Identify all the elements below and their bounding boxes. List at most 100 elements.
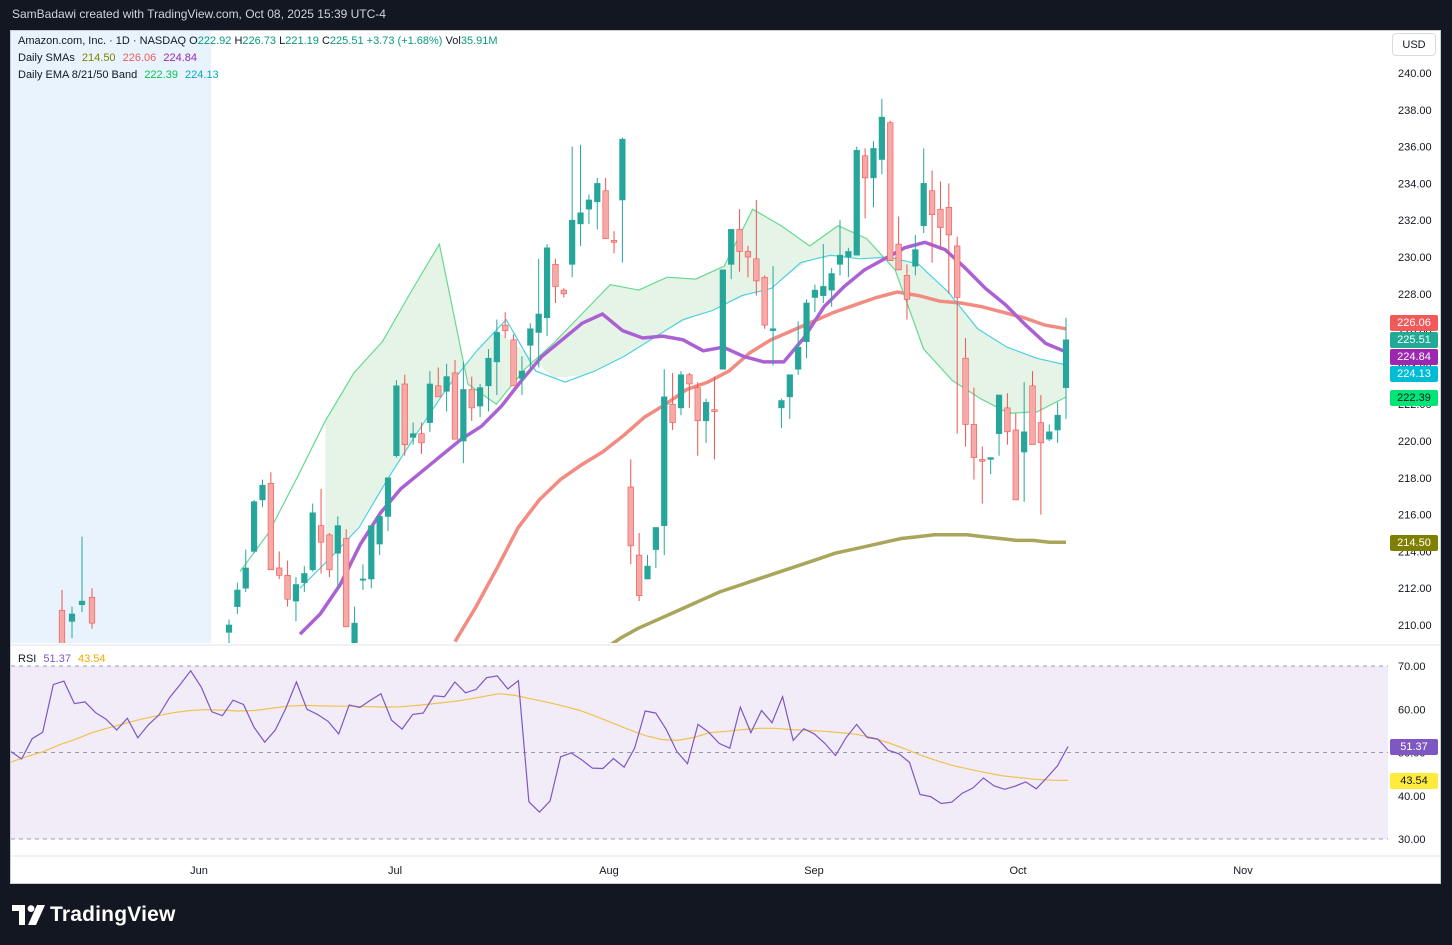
candle-body: [585, 199, 593, 210]
ema8-value: 222.39: [144, 69, 178, 81]
tradingview-wordmark: TradingView: [50, 903, 176, 926]
rsi-line: [11, 669, 1069, 814]
price-tick-label: 216.00: [1398, 510, 1432, 522]
candle-body: [560, 289, 567, 295]
candle-body: [569, 219, 576, 265]
candle-body: [343, 538, 350, 628]
rsi-tick-label: 70.00: [1398, 661, 1426, 673]
rsi-ma-line: [11, 693, 1069, 781]
currency-button[interactable]: USD: [1392, 33, 1436, 56]
candle-body: [259, 484, 266, 501]
price-tag: 225.51: [1390, 332, 1438, 348]
candle-body: [468, 389, 475, 409]
change-value: +3.73 (+1.68%): [366, 35, 443, 47]
candle-body: [928, 190, 936, 215]
time-axis: Jun Jul Aug Sep Oct Nov: [190, 865, 1253, 877]
price-tag: 224.13: [1390, 366, 1438, 382]
rsi-tick-label: 40.00: [1398, 791, 1426, 803]
price-tick-label: 238.00: [1398, 105, 1432, 117]
candle-body: [753, 258, 760, 282]
price-tick-label: 230.00: [1398, 252, 1432, 264]
candle-body: [276, 567, 283, 576]
rsi-tick-label: 60.00: [1398, 704, 1426, 716]
candle-body: [577, 212, 584, 225]
candle-body: [351, 622, 358, 643]
rsi-legend[interactable]: RSI 51.37 43.54: [18, 653, 106, 665]
time-tick-label: Nov: [1233, 865, 1253, 877]
rsi-ma-value: 43.54: [78, 653, 106, 665]
sma200-value: 214.50: [81, 52, 116, 64]
candle-body: [410, 433, 417, 438]
candle-body: [451, 372, 459, 440]
candle-body: [636, 554, 643, 596]
price-tick-label: 218.00: [1398, 473, 1432, 485]
candle-body: [962, 357, 969, 425]
sma-legend-label: Daily SMAs: [18, 52, 75, 64]
high-value: 226.73: [242, 35, 277, 47]
ema-band-fill: [325, 209, 1066, 563]
candle-body: [895, 243, 902, 271]
candle-body: [811, 289, 818, 298]
candle-body: [828, 273, 835, 291]
price-tick-label: 240.00: [1398, 68, 1432, 80]
candle-body: [301, 573, 308, 583]
ema-legend[interactable]: Daily EMA 8/21/50 Band 222.39 224.13: [18, 69, 219, 81]
candle-body: [987, 457, 994, 460]
candle-body: [68, 613, 76, 622]
price-tick-label: 234.00: [1398, 178, 1432, 190]
symbol-name[interactable]: Amazon.com, Inc. · 1D · NASDAQ: [18, 35, 187, 47]
candle-body: [937, 208, 944, 228]
sma50-line: [453, 290, 1067, 643]
close-value: 225.51: [329, 35, 364, 47]
price-tag: 226.06: [1390, 315, 1438, 331]
candle-body: [677, 374, 685, 409]
candle-body: [552, 264, 559, 287]
candle-body: [719, 269, 726, 370]
sma-legend[interactable]: Daily SMAs 214.50 226.06 224.84: [18, 52, 197, 64]
candle-body: [1004, 407, 1011, 433]
candle-body: [954, 245, 961, 298]
top-bar: SamBadawi created with TradingView.com, …: [0, 0, 1452, 30]
candle-body: [912, 249, 919, 267]
ema-legend-label: Daily EMA 8/21/50 Band: [18, 69, 138, 81]
price-tag: 224.84: [1390, 349, 1438, 365]
candle-body: [443, 376, 450, 392]
price-tick-label: 236.00: [1398, 142, 1432, 154]
open-label: O: [189, 35, 198, 47]
premarket-shade: [11, 31, 211, 643]
price-tick-label: 220.00: [1398, 436, 1432, 448]
sma20-line: [298, 240, 1067, 636]
moving-averages: [239, 208, 1067, 643]
candle-body: [426, 383, 433, 423]
candle-body: [476, 387, 484, 407]
price-tick-label: 228.00: [1398, 289, 1432, 301]
candle-body: [485, 357, 492, 387]
candle-body: [769, 328, 777, 331]
symbol-legend[interactable]: Amazon.com, Inc. · 1D · NASDAQ O222.92 H…: [18, 35, 498, 47]
candle-body: [376, 516, 383, 545]
candle-body: [1012, 429, 1019, 501]
candle-body: [686, 374, 693, 385]
candle-body: [1046, 431, 1053, 440]
candle-body: [761, 276, 768, 326]
rsi-tag: 51.37: [1390, 739, 1438, 755]
candle-body: [225, 624, 233, 633]
candle-body: [702, 402, 710, 422]
ema8-line: [239, 208, 1067, 572]
candles: [58, 98, 1070, 643]
candle-body: [627, 486, 634, 547]
candle-body: [435, 385, 442, 398]
price-tag: 214.50: [1390, 535, 1438, 551]
time-tick-label: Jul: [388, 865, 402, 877]
candle-body: [460, 389, 467, 442]
candle-body: [728, 229, 735, 265]
tradingview-logo[interactable]: TradingView: [12, 903, 176, 927]
candle-body: [535, 313, 542, 333]
tradingview-logo-icon: [12, 905, 46, 925]
candle-body: [878, 116, 885, 160]
rsi-value: 51.37: [43, 653, 71, 665]
candle-body: [887, 122, 894, 261]
candle-body: [1029, 385, 1036, 445]
